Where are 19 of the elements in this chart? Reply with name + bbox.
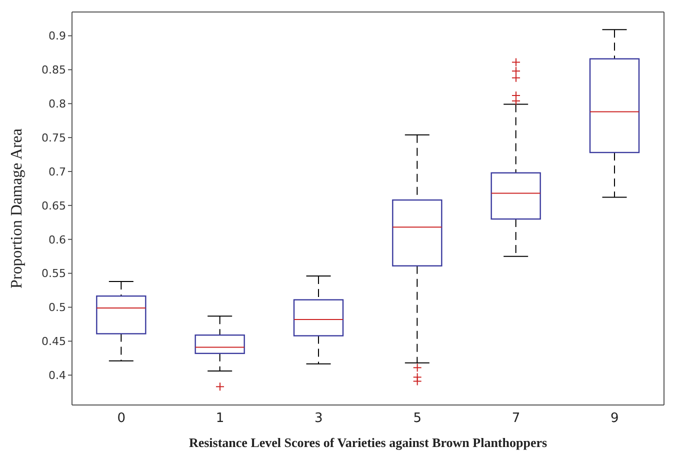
x-tick-label: 3: [314, 411, 323, 426]
x-tick-label: 0: [117, 411, 126, 426]
y-tick-label: 0.6: [48, 233, 66, 246]
x-tick-label: 7: [512, 411, 520, 426]
y-tick-label: 0.4: [48, 369, 66, 382]
y-tick-label: 0.55: [42, 267, 66, 280]
y-tick-label: 0.85: [42, 64, 66, 77]
y-tick-label: 0.9: [48, 30, 66, 43]
x-tick-label: 9: [610, 411, 619, 426]
y-tick-label: 0.5: [48, 301, 66, 314]
y-tick-label: 0.45: [42, 335, 66, 348]
y-tick-label: 0.7: [48, 165, 66, 178]
y-axis-title: Proportion Damage Area: [8, 128, 26, 288]
y-tick-label: 0.75: [42, 131, 66, 144]
x-tick-label: 5: [413, 411, 422, 426]
x-axis-title: Resistance Level Scores of Varieties against Brown Planthoppers: [188, 435, 548, 450]
y-tick-label: 0.8: [48, 98, 66, 111]
x-tick-label: 1: [216, 411, 224, 426]
y-tick-label: 0.65: [42, 199, 66, 212]
